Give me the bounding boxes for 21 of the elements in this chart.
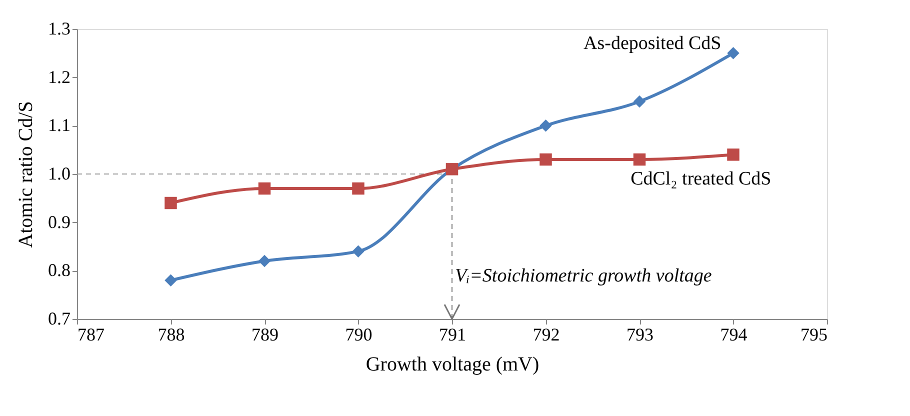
y-tick-label: 1.0 xyxy=(48,164,70,184)
series-label: As-deposited CdS xyxy=(584,33,722,54)
y-tick-label: 1.1 xyxy=(48,115,70,136)
x-tick-label: 795 xyxy=(800,324,828,344)
x-tick-label: 789 xyxy=(252,324,278,344)
x-tick-label: 788 xyxy=(158,324,185,344)
x-tick-label: 791 xyxy=(439,324,466,344)
x-tick-label: 793 xyxy=(626,324,654,344)
x-axis-title: Growth voltage (mV) xyxy=(366,354,540,376)
x-tick-label: 790 xyxy=(345,324,372,344)
y-axis-title: Atomic ratio Cd/S xyxy=(15,101,37,248)
y-tick-label: 0.9 xyxy=(48,212,70,232)
y-tick-label: 0.7 xyxy=(48,308,70,328)
x-tick-label: 792 xyxy=(532,324,560,344)
annotation: Vᵢ=Stoichiometric growth voltage xyxy=(455,266,712,286)
x-tick-label: 787 xyxy=(78,324,104,344)
y-tick-label: 0.8 xyxy=(48,260,70,280)
series-label: CdCl₂ treated CdS xyxy=(630,168,772,190)
y-tick-label: 1.2 xyxy=(48,66,70,87)
y-tick-label: 1.3 xyxy=(48,18,70,38)
x-tick-label: 794 xyxy=(720,324,748,344)
